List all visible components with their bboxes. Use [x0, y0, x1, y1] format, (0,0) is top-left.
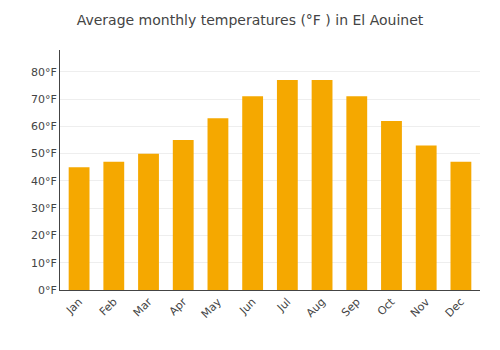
svg-text:60°F: 60°F [31, 120, 57, 133]
svg-text:10°F: 10°F [31, 257, 57, 270]
svg-text:Jul: Jul [274, 296, 293, 315]
svg-text:Jun: Jun [237, 295, 259, 317]
svg-text:May: May [199, 295, 225, 321]
svg-text:40°F: 40°F [31, 175, 57, 188]
svg-text:Mar: Mar [131, 295, 155, 319]
svg-text:0°F: 0°F [38, 284, 57, 297]
svg-text:Dec: Dec [443, 296, 467, 320]
svg-text:80°F: 80°F [31, 66, 57, 79]
svg-text:Oct: Oct [375, 295, 398, 318]
svg-text:20°F: 20°F [31, 229, 57, 242]
svg-text:70°F: 70°F [31, 93, 57, 106]
svg-text:Feb: Feb [97, 296, 120, 319]
svg-text:Apr: Apr [167, 295, 190, 318]
svg-text:Nov: Nov [408, 295, 433, 320]
svg-text:Aug: Aug [304, 296, 328, 320]
svg-text:Jan: Jan [63, 296, 85, 318]
svg-text:Sep: Sep [339, 296, 363, 320]
svg-text:30°F: 30°F [31, 202, 57, 215]
svg-text:50°F: 50°F [31, 147, 57, 160]
svg-text:Average monthly temperatures (: Average monthly temperatures (°F ) in El… [77, 12, 424, 28]
